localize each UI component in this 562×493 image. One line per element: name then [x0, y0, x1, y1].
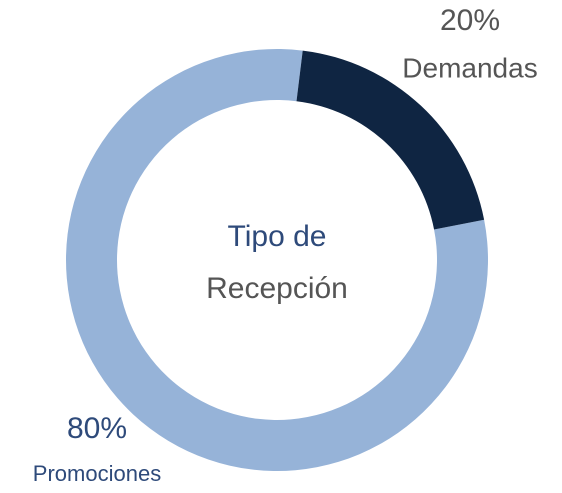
donut-slice: [296, 50, 485, 230]
value-label: 80%: [67, 412, 127, 445]
center-title: Tipo de: [228, 220, 327, 253]
category-label: Demandas: [402, 52, 537, 83]
center-title: Recepción: [206, 272, 348, 305]
category-label: Promociones: [33, 461, 161, 486]
value-label: 20%: [440, 4, 500, 37]
